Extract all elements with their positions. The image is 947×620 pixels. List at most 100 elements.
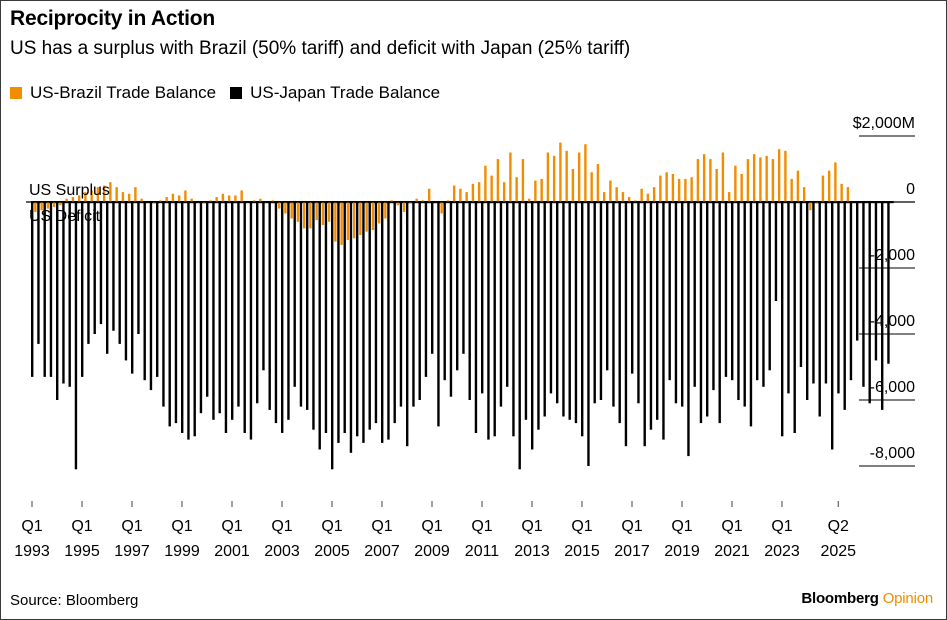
brazil-bar — [784, 150, 787, 202]
japan-bar — [624, 202, 628, 447]
japan-bar — [768, 202, 771, 371]
japan-bar — [281, 202, 284, 433]
x-tick-label-year: 2007 — [364, 543, 400, 560]
japan-bar — [356, 202, 359, 437]
brazil-bar — [409, 202, 412, 204]
japan-bar — [837, 202, 840, 394]
japan-bar — [712, 202, 715, 391]
japan-bar — [393, 202, 396, 424]
brazil-bar — [371, 202, 375, 231]
brazil-bar — [490, 175, 493, 202]
x-tick-label-quarter: Q1 — [121, 518, 142, 535]
japan-bar — [643, 202, 646, 447]
japan-bar — [93, 202, 96, 334]
japan-bar — [518, 202, 521, 470]
japan-bar — [243, 202, 246, 433]
japan-bar — [37, 202, 40, 344]
brazil-bar — [427, 188, 431, 202]
brazil-bar — [790, 178, 793, 202]
japan-bar — [293, 202, 296, 387]
japan-bar — [812, 202, 815, 384]
x-tick-label-quarter: Q1 — [171, 518, 192, 535]
brazil-bar — [540, 178, 543, 202]
japan-bar — [162, 202, 165, 407]
brazil-bar — [165, 197, 168, 202]
japan-bar — [137, 202, 140, 334]
japan-bar — [849, 202, 853, 381]
brazil-bar — [271, 200, 275, 202]
japan-bar — [406, 202, 409, 447]
brazil-bar — [34, 202, 37, 212]
japan-bar — [587, 202, 590, 466]
x-tick-label-year: 2005 — [314, 543, 350, 560]
brazil-bar — [521, 159, 525, 202]
brazil-bar — [202, 202, 206, 204]
x-tick-label-year: 2001 — [214, 543, 250, 560]
japan-bar — [749, 202, 753, 427]
x-tick-label-quarter: Q2 — [828, 518, 849, 535]
japan-bar — [531, 202, 534, 450]
japan-bar — [262, 202, 265, 371]
x-tick-label-year: 2003 — [264, 543, 300, 560]
japan-bar — [793, 202, 796, 433]
japan-bar — [662, 202, 665, 440]
brazil-bar — [846, 187, 850, 202]
japan-bar — [818, 202, 821, 417]
japan-bar — [474, 202, 478, 433]
japan-bar — [549, 202, 553, 394]
japan-bar — [562, 202, 565, 417]
japan-bar — [218, 202, 221, 414]
brazil-bar — [127, 193, 131, 202]
japan-bar — [543, 202, 546, 417]
x-tick-label-year: 2015 — [564, 543, 600, 560]
brazil-bar — [565, 150, 568, 202]
brazil-bar — [377, 202, 381, 224]
japan-bar — [312, 202, 315, 430]
japan-bar — [612, 202, 615, 407]
x-tick-label-quarter: Q1 — [221, 518, 242, 535]
brazil-bar — [696, 159, 700, 202]
x-axis: Q1 1993 Q1 1995 Q1 1997 Q1 1999 Q1 2001 Q1 2003 Q1 20… — [14, 501, 856, 560]
brazil-bar — [215, 197, 218, 202]
legend: US-Brazil Trade Balance US-Japan Trade B… — [10, 83, 454, 103]
x-tick-label-quarter: Q1 — [21, 518, 42, 535]
japan-bar — [868, 202, 871, 404]
japan-bar — [512, 202, 515, 437]
x-tick-label-quarter: Q1 — [571, 518, 592, 535]
japan-bar — [193, 202, 196, 437]
brazil-bar — [665, 172, 668, 202]
y-tick-label: -6,000 — [870, 379, 915, 396]
brazil-bar — [796, 170, 800, 202]
japan-bar — [331, 202, 334, 470]
japan-bar — [187, 202, 190, 440]
brazil-bar — [777, 149, 781, 202]
brazil-bar — [471, 183, 475, 202]
brazil-bar — [240, 190, 243, 202]
x-tick-label-year: 2025 — [820, 543, 856, 560]
brazil-bar — [115, 187, 118, 202]
japan-bar — [737, 202, 740, 400]
japan-bar — [481, 202, 484, 394]
japan-bar — [224, 202, 228, 433]
japan-bar — [774, 202, 778, 301]
japan-bar — [374, 202, 378, 424]
japan-bar — [299, 202, 303, 407]
brazil-bar — [765, 155, 768, 202]
brazil-bar — [534, 180, 537, 202]
japan-bar — [487, 202, 490, 440]
legend-swatch-brazil — [10, 87, 22, 99]
brazil-bar — [609, 180, 612, 202]
japan-bar — [843, 202, 846, 410]
brazil-bar — [771, 159, 775, 202]
japan-bar — [681, 202, 684, 407]
brazil-bar — [484, 165, 487, 202]
japan-bar — [399, 202, 403, 407]
brazil-bar — [746, 159, 750, 202]
japan-bar — [637, 202, 640, 404]
japan-bar — [112, 202, 115, 331]
brazil-bar — [677, 178, 681, 202]
x-tick-label-quarter: Q1 — [721, 518, 742, 535]
brazil-bar — [346, 202, 350, 240]
japan-bar — [824, 202, 828, 384]
